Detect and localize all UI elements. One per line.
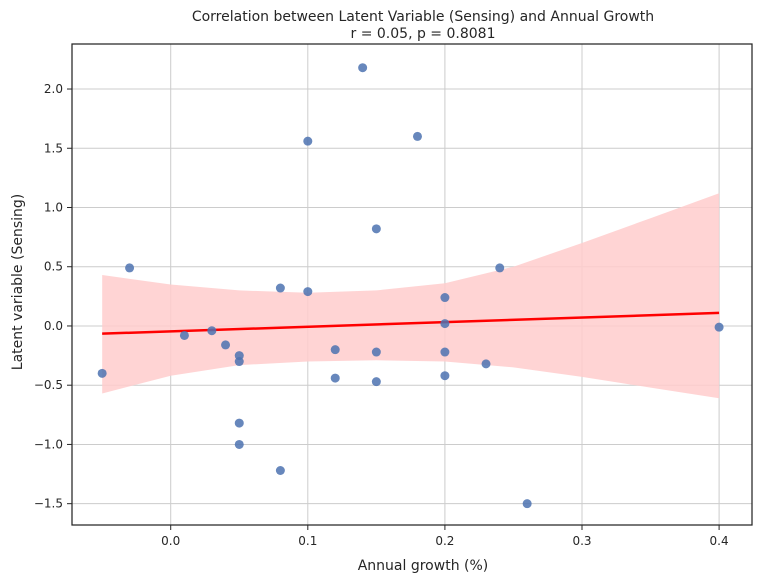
regression-line [102,311,720,335]
data-point [303,287,313,297]
y-tick-label: 1.0 [44,200,63,214]
data-point [522,499,532,509]
y-axis-label: Latent variable (Sensing) [10,194,26,370]
data-point [481,359,491,369]
data-point [275,283,285,293]
data-point [495,263,505,273]
chart-subtitle: r = 0.05, p = 0.8081 [351,26,496,42]
x-tick-label: 0.4 [710,534,729,548]
y-axis-ticks: −1.5 −1.0 −0.5 0.0 0.5 1.0 1.5 2.0 [34,82,72,511]
x-tick-label: 0.2 [435,534,454,548]
data-point [440,347,450,357]
data-point [330,345,340,355]
x-axis-ticks: 0.0 0.1 0.2 0.3 0.4 [161,525,729,548]
data-point [358,63,368,73]
data-point [714,322,724,332]
confidence-band-layer [102,193,720,399]
data-points [97,63,724,509]
x-tick-label: 0.3 [572,534,591,548]
data-point [330,373,340,383]
data-point [303,136,313,146]
regression-line-layer [102,311,720,335]
plot-frame [71,43,753,526]
x-tick-label: 0.0 [161,534,180,548]
data-point [371,224,381,234]
x-axis-label: Annual growth (%) [358,558,489,574]
data-point [234,439,244,449]
y-tick-label: 0.0 [44,319,63,333]
y-tick-label: 2.0 [44,82,63,96]
x-tick-label: 0.1 [298,534,317,548]
confidence-band [102,193,720,399]
y-tick-label: −0.5 [34,378,63,392]
data-point [207,326,217,336]
data-point [412,131,422,141]
chart-title: Correlation between Latent Variable (Sen… [192,9,654,25]
data-point [221,340,231,350]
data-point [179,330,189,340]
y-tick-label: 1.5 [44,141,63,155]
data-point [125,263,135,273]
y-tick-label: −1.5 [34,497,63,511]
data-point [275,466,285,476]
data-point [371,347,381,357]
y-tick-label: −1.0 [34,437,63,451]
y-tick-label: 0.5 [44,260,63,274]
data-point [440,319,450,329]
data-point [234,357,244,367]
data-point [234,418,244,428]
data-point [440,293,450,303]
data-point [371,377,381,387]
data-point [440,371,450,381]
data-point [97,368,107,378]
